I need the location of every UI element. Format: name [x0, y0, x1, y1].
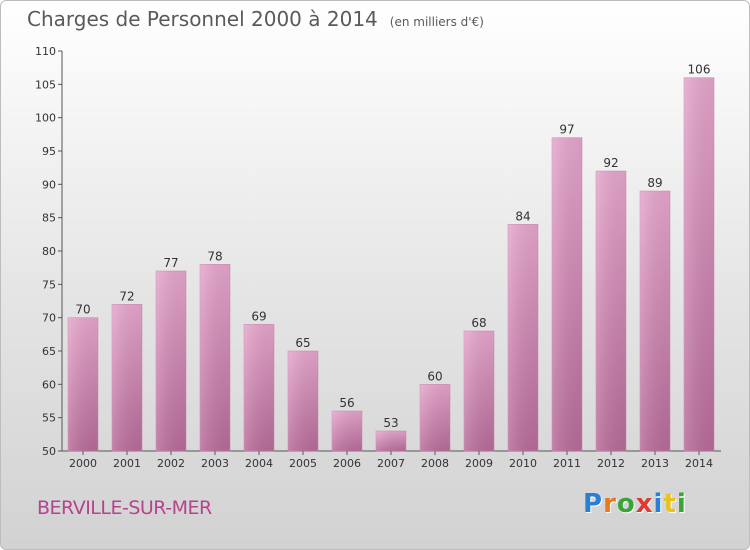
chart-title-text: Charges de Personnel 2000 à 2014	[27, 7, 378, 31]
x-tick-label: 2006	[333, 457, 361, 470]
bar-value-label: 65	[295, 336, 310, 350]
x-tick-label: 2004	[245, 457, 273, 470]
x-tick-label: 2007	[377, 457, 405, 470]
x-tick-label: 2014	[685, 457, 713, 470]
bar-shade	[156, 271, 186, 451]
bar-shade	[288, 351, 318, 451]
x-tick-label: 2005	[289, 457, 317, 470]
logo-letter: t	[663, 489, 677, 519]
x-tick-label: 2011	[553, 457, 581, 470]
y-tick-label: 105	[35, 78, 56, 91]
x-tick-label: 2001	[113, 457, 141, 470]
logo-letter: i	[653, 489, 664, 519]
bar-value-label: 84	[515, 209, 530, 223]
bar-value-label: 53	[383, 416, 398, 430]
chart-subtitle: (en milliers d'€)	[389, 15, 484, 29]
bar-shade	[376, 431, 406, 451]
bar-value-label: 78	[207, 249, 222, 263]
place-name: BERVILLE-SUR-MER	[37, 497, 212, 519]
bar-shade	[640, 191, 670, 451]
bar-value-label: 68	[471, 316, 486, 330]
bar-shade	[552, 137, 582, 451]
logo-letter: P	[583, 489, 604, 519]
bar-value-label: 89	[647, 176, 662, 190]
x-tick-label: 2013	[641, 457, 669, 470]
bar-shade	[112, 304, 142, 451]
bar-value-label: 60	[427, 369, 442, 383]
x-tick-label: 2009	[465, 457, 493, 470]
axes: 50 55 60 65 70 75 80 85 90 95 100 105 110 2000 2001 200…	[35, 45, 721, 470]
bar-shade	[420, 384, 450, 451]
logo-letter: x	[635, 489, 654, 519]
logo-letter: o	[616, 489, 636, 519]
y-tick-label: 60	[42, 378, 56, 391]
y-tick-label: 75	[42, 278, 56, 291]
x-tick-label: 2008	[421, 457, 449, 470]
proxiti-logo: Proxiti	[583, 489, 687, 519]
y-tick-label: 50	[42, 445, 56, 458]
chart-title: Charges de Personnel 2000 à 2014 (en mill…	[27, 7, 484, 31]
bar-value-label: 56	[339, 396, 354, 410]
y-tick-label: 110	[35, 45, 56, 58]
bar-value-label: 70	[75, 303, 90, 317]
bar-shade	[200, 264, 230, 451]
y-tick-label: 70	[42, 312, 56, 325]
x-tick-label: 2003	[201, 457, 229, 470]
bar-value-label: 92	[603, 156, 618, 170]
y-tick-label: 85	[42, 212, 56, 225]
x-tick-label: 2002	[157, 457, 185, 470]
x-tick-label: 2010	[509, 457, 537, 470]
bar-value-label: 106	[688, 63, 711, 77]
y-tick-label: 100	[35, 112, 56, 125]
x-tick-label: 2012	[597, 457, 625, 470]
bar-value-label: 69	[251, 309, 266, 323]
bar-shade	[596, 171, 626, 451]
bar-shade	[508, 224, 538, 451]
bars: 70 72 77 78 69 65 56 53 60 68 84 97 92 89 106	[67, 63, 715, 452]
x-tick-label: 2000	[69, 457, 97, 470]
bar-value-label: 97	[559, 123, 574, 137]
bar-value-label: 72	[119, 289, 134, 303]
y-tick-label: 80	[42, 245, 56, 258]
bar-shade	[332, 411, 362, 451]
logo-letter: r	[603, 489, 617, 519]
bar-shade	[68, 317, 98, 451]
logo-letter: i	[676, 489, 687, 519]
bar-value-label: 77	[163, 256, 178, 270]
y-tick-label: 55	[42, 412, 56, 425]
y-tick-label: 90	[42, 178, 56, 191]
bar-shade	[244, 324, 274, 451]
bar-shade	[464, 331, 494, 451]
bar-shade	[684, 77, 714, 452]
y-tick-label: 95	[42, 145, 56, 158]
y-tick-label: 65	[42, 345, 56, 358]
